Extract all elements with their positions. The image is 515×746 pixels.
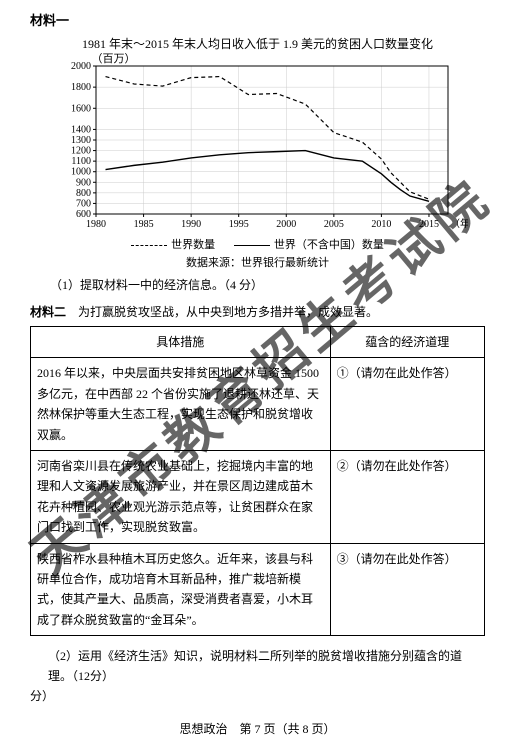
legend-dash-icon (131, 245, 167, 246)
svg-text:1400: 1400 (71, 124, 91, 135)
table-row: 2016 年以来，中央层面共安排贫困地区林草资金 1500 多亿元，在中西部 2… (31, 358, 485, 451)
svg-text:1800: 1800 (71, 82, 91, 93)
svg-text:2000: 2000 (71, 61, 91, 72)
chart-legend: 世界数量 世界（不含中国）数量 (30, 236, 485, 252)
legend-solid-icon (234, 245, 270, 246)
chart-source: 数据来源：世界银行最新统计 (30, 254, 485, 270)
legend-world: 世界数量 (131, 236, 215, 252)
svg-text:（年）: （年） (450, 217, 468, 230)
page-footer: 思想政治 第 7 页（共 8 页） (30, 720, 485, 737)
cell-answer-3: ③（请勿在此处作答） (330, 543, 484, 636)
legend-world-ex-china-label: 世界（不含中国）数量 (274, 239, 384, 251)
table-row: 河南省栾川县在传统农业基础上，挖掘境内丰富的地理和人文资源发展旅游产业，并在景区… (31, 450, 485, 543)
material2-label: 材料二 (30, 305, 66, 319)
svg-text:2010: 2010 (371, 219, 391, 230)
svg-text:1990: 1990 (181, 219, 201, 230)
col-header-principle: 蕴含的经济道理 (330, 327, 484, 358)
svg-text:1995: 1995 (228, 219, 248, 230)
legend-world-ex-china: 世界（不含中国）数量 (234, 236, 384, 252)
svg-text:1300: 1300 (71, 135, 91, 146)
material2-intro: 材料二 为打赢脱贫攻坚战，从中央到地方多措并举，成效显著。 (30, 303, 485, 320)
svg-text:1600: 1600 (71, 103, 91, 114)
svg-text:2005: 2005 (323, 219, 343, 230)
cell-answer-2: ②（请勿在此处作答） (330, 450, 484, 543)
svg-text:2015: 2015 (418, 219, 438, 230)
svg-text:900: 900 (76, 177, 91, 188)
svg-text:1985: 1985 (133, 219, 153, 230)
cell-answer-1: ①（请勿在此处作答） (330, 358, 484, 451)
chart-container: （百万） 60070080090010001100120013001400160… (48, 54, 468, 234)
measures-table: 具体措施 蕴含的经济道理 2016 年以来，中央层面共安排贫困地区林草资金 15… (30, 326, 485, 636)
svg-text:1980: 1980 (86, 219, 106, 230)
table-row: 陕西省柞水县种植木耳历史悠久。近年来，该县与科研单位合作，成功培育木耳新品种，推… (31, 543, 485, 636)
question-1: （1）提取材料一中的经济信息。（4 分） (50, 276, 485, 293)
svg-text:1100: 1100 (71, 156, 91, 167)
table-header-row: 具体措施 蕴含的经济道理 (31, 327, 485, 358)
material2-intro-text: 为打赢脱贫攻坚战，从中央到地方多措并举，成效显著。 (78, 305, 378, 319)
svg-text:1000: 1000 (71, 167, 91, 178)
svg-text:1200: 1200 (71, 146, 91, 157)
question-2-points: 分） (30, 687, 485, 704)
poverty-chart: 6007008009001000110012001300140016001800… (48, 54, 468, 234)
cell-measure-3: 陕西省柞水县种植木耳历史悠久。近年来，该县与科研单位合作，成功培育木耳新品种，推… (31, 543, 331, 636)
svg-text:800: 800 (76, 188, 91, 199)
cell-measure-2: 河南省栾川县在传统农业基础上，挖掘境内丰富的地理和人文资源发展旅游产业，并在景区… (31, 450, 331, 543)
cell-measure-1: 2016 年以来，中央层面共安排贫困地区林草资金 1500 多亿元，在中西部 2… (31, 358, 331, 451)
legend-world-label: 世界数量 (171, 239, 215, 251)
svg-text:2000: 2000 (276, 219, 296, 230)
material1-label: 材料一 (30, 10, 485, 29)
chart-unit-label: （百万） (92, 50, 136, 66)
svg-text:700: 700 (76, 198, 91, 209)
col-header-measure: 具体措施 (31, 327, 331, 358)
question-2: （2）运用《经济生活》知识，说明材料二所列举的脱贫增收措施分别蕴含的道理。（12… (48, 646, 485, 687)
